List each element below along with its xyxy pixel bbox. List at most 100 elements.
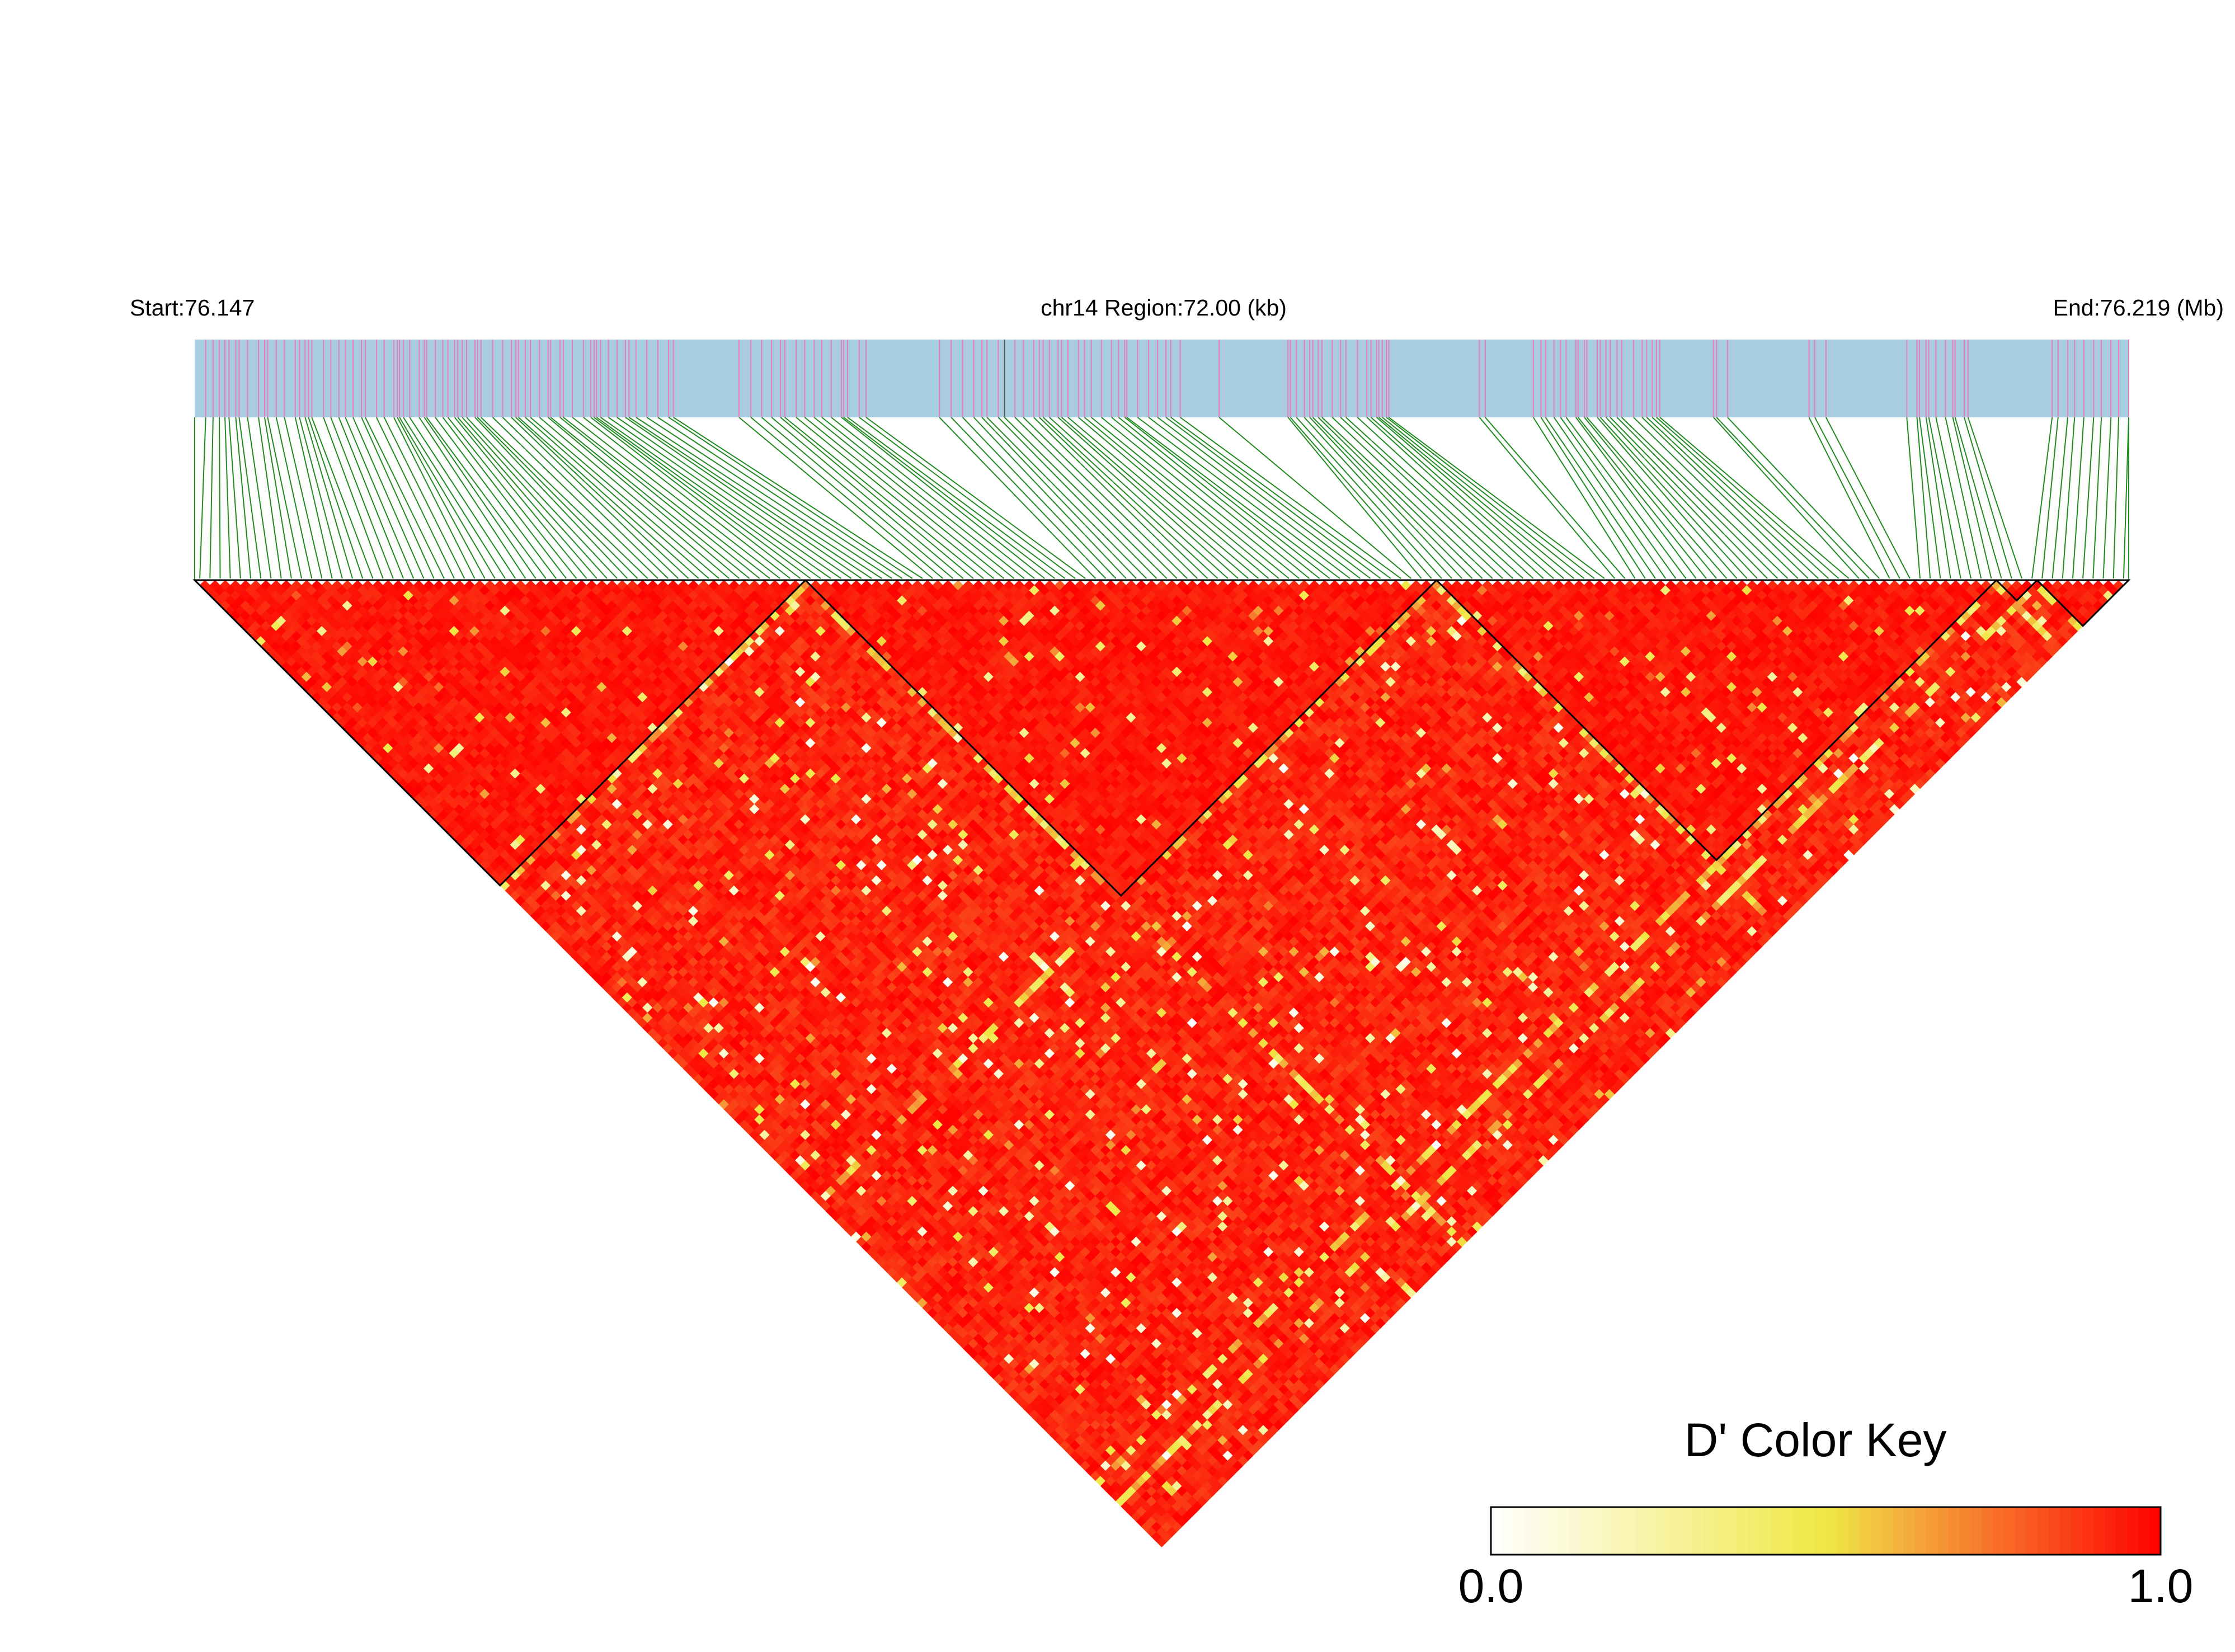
snp-connector xyxy=(477,417,638,579)
snp-connector xyxy=(1925,417,1951,579)
snp-connector xyxy=(352,417,425,579)
snp-connector xyxy=(859,417,1076,579)
snp-connector xyxy=(1577,417,1707,579)
snp-connector xyxy=(1713,417,1860,579)
snp-connector xyxy=(1124,417,1330,579)
snp-connector xyxy=(1808,417,1890,579)
snp-connector xyxy=(1659,417,1850,579)
snp-connector xyxy=(1331,417,1503,579)
snp-connector xyxy=(383,417,465,579)
snp-connector xyxy=(821,417,1025,579)
snp-connector xyxy=(608,417,841,579)
snp-connector xyxy=(594,417,811,579)
snp-connector xyxy=(1935,417,1971,579)
snp-connector xyxy=(447,417,577,579)
snp-connector xyxy=(1290,417,1432,579)
snp-connector xyxy=(590,417,801,579)
snp-connector xyxy=(1287,417,1422,579)
snp-connector xyxy=(258,417,282,579)
snp-connector xyxy=(492,417,658,579)
snp-connector xyxy=(657,417,903,579)
snp-connector xyxy=(1621,417,1789,579)
snp-connector xyxy=(1312,417,1473,579)
snp-connector xyxy=(865,417,1086,579)
snp-connector xyxy=(442,417,567,579)
snp-connector xyxy=(299,417,343,579)
snp-connector xyxy=(511,417,679,579)
snp-connector xyxy=(2041,417,2059,579)
snp-connector xyxy=(403,417,506,579)
snp-connector xyxy=(1370,417,1554,579)
snp-connector xyxy=(515,417,689,579)
snp-connector xyxy=(376,417,455,579)
snp-connector xyxy=(813,417,1015,579)
snp-connector xyxy=(761,417,954,579)
snp-connector xyxy=(563,417,770,579)
snp-connector xyxy=(668,417,913,579)
snp-connector xyxy=(294,417,333,579)
snp-connector xyxy=(267,417,303,579)
snp-connector xyxy=(311,417,374,579)
snp-connector xyxy=(435,417,557,579)
snp-connector xyxy=(1610,417,1768,579)
snp-connector xyxy=(304,417,353,579)
snp-connector xyxy=(424,417,537,579)
snp-connector xyxy=(1945,417,1982,579)
snp-connector xyxy=(1170,417,1391,579)
snp-connector xyxy=(1049,417,1229,579)
snp-connector xyxy=(2082,417,2095,579)
snp-connector xyxy=(1357,417,1534,579)
snp-connector xyxy=(1296,417,1442,579)
snp-connector xyxy=(502,417,669,579)
snp-connector xyxy=(1077,417,1269,579)
snp-connector xyxy=(466,417,618,579)
snp-connector xyxy=(397,417,486,579)
snp-connector xyxy=(600,417,831,579)
snp-connector xyxy=(1318,417,1483,579)
snp-connector xyxy=(345,417,415,579)
snp-connector xyxy=(454,417,587,579)
snp-connector xyxy=(1633,417,1799,579)
snp-connector xyxy=(247,417,272,579)
snp-connector xyxy=(1218,417,1411,579)
ld-matrix-triangle xyxy=(199,580,2124,1547)
snp-connector xyxy=(1057,417,1239,579)
track-background xyxy=(195,340,2129,417)
snp-connector xyxy=(1378,417,1575,579)
snp-connector xyxy=(1641,417,1809,579)
snp-connector xyxy=(646,417,892,579)
snp-connector xyxy=(1388,417,1605,579)
snp-connector xyxy=(548,417,740,579)
snp-connector xyxy=(1597,417,1738,579)
snp-connector xyxy=(1919,417,1941,579)
snp-connector xyxy=(1916,417,1931,579)
snp-connector xyxy=(2112,417,2120,579)
snp-connector xyxy=(1964,417,2012,579)
snp-connector xyxy=(1565,417,1687,579)
snp-connector xyxy=(1023,417,1188,579)
snp-connector xyxy=(847,417,1066,579)
snp-connector xyxy=(1309,417,1462,579)
snp-connector xyxy=(238,417,262,579)
snp-connector xyxy=(1967,417,2022,579)
snp-connector xyxy=(393,417,476,579)
snp-connector xyxy=(409,417,516,579)
snp-connector xyxy=(1366,417,1544,579)
snp-connector-lines xyxy=(194,417,2129,580)
snp-connector xyxy=(481,417,648,579)
snp-connector xyxy=(1651,417,1829,579)
snp-connector xyxy=(1004,417,1168,579)
snp-connector xyxy=(1485,417,1626,579)
snp-connector xyxy=(1039,417,1208,579)
snp-connector xyxy=(550,417,750,579)
snp-connector xyxy=(1586,417,1728,579)
snp-connector xyxy=(939,417,1096,579)
snp-connector xyxy=(841,417,1045,579)
snp-connector xyxy=(1101,417,1300,579)
snp-connector xyxy=(1165,417,1381,579)
snp-connector xyxy=(399,417,496,579)
snp-connector xyxy=(1321,417,1493,579)
snp-connector xyxy=(462,417,608,579)
snp-connector xyxy=(1042,417,1218,579)
